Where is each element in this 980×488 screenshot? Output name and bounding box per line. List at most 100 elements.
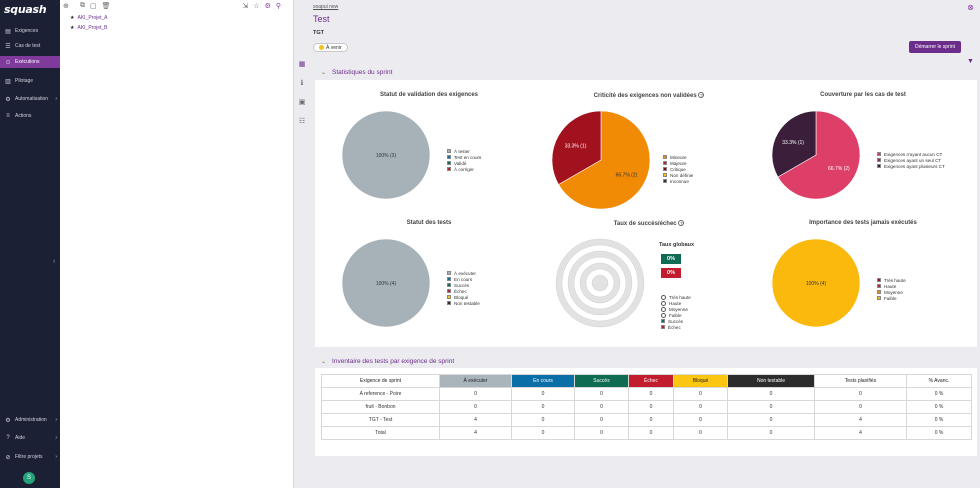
stats-panel: Statut de validation des exigences 100% … [315,80,977,347]
user-avatar[interactable]: S [23,472,35,484]
collapse-sidebar-icon[interactable]: ‹ [53,258,56,265]
table-cell: 0 % [906,413,972,427]
list-icon[interactable]: ☷ [298,118,306,125]
sidebar-item-filtre-projets[interactable]: ⊘ Filtre projets › [0,451,60,463]
copy-icon[interactable]: ⧉ [80,2,85,9]
pie-slice[interactable] [341,110,431,200]
legend-item[interactable]: Échec [447,288,480,294]
legend-item[interactable]: Haute [877,283,906,289]
legend-item[interactable]: Succès [447,282,480,288]
legend-item[interactable]: Test en cours [447,154,481,160]
legend-item[interactable]: À tester [447,148,481,154]
legend-item[interactable]: Inconnue [663,178,693,184]
pie-slice[interactable] [771,110,817,178]
table-cell: 0 [727,413,815,427]
pie-slice[interactable] [341,238,431,328]
legend-item[interactable]: Faible [661,312,691,318]
legend-item[interactable]: Très haute [877,277,906,283]
dashboard-icon[interactable]: ▦ [298,61,306,68]
col-echec[interactable]: Échec [628,374,674,388]
legend-label: Haute [884,283,897,289]
filter-projects-icon: ⊘ [5,454,11,461]
sidebar-item-administration[interactable]: ⚙ Administration › [0,414,60,426]
help-icon[interactable]: ? [678,220,685,226]
col-exigence[interactable]: Exigence de sprint [321,374,440,388]
sidebar-item-aide[interactable]: ? Aide › [0,432,60,444]
tree-node-project[interactable]: ★ AKI_Projet_B [70,24,108,32]
stats-section-header[interactable]: ⌄ Statistiques du sprint [321,69,392,76]
legend-item[interactable]: Validé [447,160,481,166]
col-tests-planifies[interactable]: Tests planifiés [814,374,907,388]
legend-item[interactable]: À exécuter [447,270,480,276]
legend-swatch [663,173,667,177]
legend-item[interactable]: Exigences n'ayant aucun CT [877,151,945,157]
sidebar-item-executions[interactable]: ⊙ Exécutions [0,56,60,68]
pie-slice[interactable] [551,110,602,185]
pie-slice-label: 33.3% (1) [782,140,804,146]
sidebar-item-cas-de-test[interactable]: ☰ Cas de test [0,40,60,52]
add-icon[interactable]: ⊕ [63,3,69,10]
section-title: Statistiques du sprint [332,69,393,76]
table-cell: 0 [574,387,629,401]
col-avancement[interactable]: % Avanc. [906,374,972,388]
breadcrumb[interactable]: soapui new [313,4,339,10]
legend-swatch [661,325,665,329]
calendar-icon[interactable]: ▣ [298,99,306,106]
legend-item[interactable]: Majeure [663,160,693,166]
sidebar-item-actions[interactable]: ≡ Actions [0,110,60,122]
start-sprint-button[interactable]: Démarrer le sprint [909,41,961,53]
inventory-section-header[interactable]: ⌄ Inventaire des tests par exigence de s… [321,358,454,365]
legend-item[interactable]: Échec [661,324,691,330]
sidebar-item-automatisation[interactable]: ⚙ Automatisation › [0,93,60,105]
legend-item[interactable]: Très haute [661,294,691,300]
search-icon[interactable]: ⚲ [275,3,281,10]
col-non-testable[interactable]: Non testable [727,374,815,388]
legend-item[interactable]: Mineure [663,154,693,160]
col-bloque[interactable]: Bloqué [673,374,728,388]
legend-item[interactable]: À corriger [447,166,481,172]
legend-label: À exécuter [454,270,476,276]
inventory-panel: Exigence de sprint À exécuter En cours S… [315,368,977,456]
legend-item[interactable]: Non testable [447,300,480,306]
table-cell: TGT - Test [321,413,440,427]
legend-item[interactable]: Exigences ayant plusieurs CT [877,163,945,169]
sidebar-item-exigences[interactable]: ▤ Exigences [0,25,60,37]
attachment-icon[interactable]: ⊗ [967,3,974,12]
automation-icon: ⚙ [5,96,11,103]
help-icon[interactable]: ? [698,92,705,98]
legend-swatch [877,152,881,156]
legend-item[interactable]: Non définie [663,172,693,178]
filter-icon[interactable]: ▼ [967,58,974,65]
tree-node-label: AKI_Projet_B [77,25,108,31]
col-en-cours[interactable]: En cours [511,374,575,388]
tree-node-project[interactable]: ★ AKI_Projet_A [70,14,108,22]
inventory-table: Exigence de sprint À exécuter En cours S… [321,374,972,440]
export-icon[interactable]: ⇲ [242,3,249,10]
settings-icon[interactable]: ⚙ [264,3,271,10]
legend-label: Non définie [670,172,694,178]
pie-slice[interactable] [558,110,651,210]
col-a-executer[interactable]: À exécuter [439,374,512,388]
info-icon[interactable]: ℹ [300,80,304,87]
legend-swatch [447,167,451,171]
legend-item[interactable]: Exigences ayant un seul CT [877,157,945,163]
chevron-right-icon: › [55,96,57,102]
star-icon[interactable]: ☆ [253,3,260,10]
col-succes[interactable]: Succès [574,374,629,388]
legend-item[interactable]: Moyenne [877,289,906,295]
paste-icon[interactable]: ▢ [90,3,97,10]
chart-title-validation: Statut de validation des exigences [379,92,479,98]
legend-item[interactable]: Moyenne [661,306,691,312]
status-badge[interactable]: À venir [313,43,348,52]
legend-item[interactable]: Faible [877,295,906,301]
sidebar-item-pilotage[interactable]: ▥ Pilotage [0,75,60,87]
legend-item[interactable]: Critique [663,166,693,172]
legend-item[interactable]: Succès [661,318,691,324]
legend-item[interactable]: Bloqué [447,294,480,300]
legend-item[interactable]: Haute [661,300,691,306]
pie-slice[interactable] [777,110,861,200]
delete-icon[interactable]: 🗑 [101,3,111,10]
pie-slice[interactable] [771,238,861,328]
legend-item[interactable]: En cours [447,276,480,282]
squash-logo[interactable]: squash [4,3,47,16]
